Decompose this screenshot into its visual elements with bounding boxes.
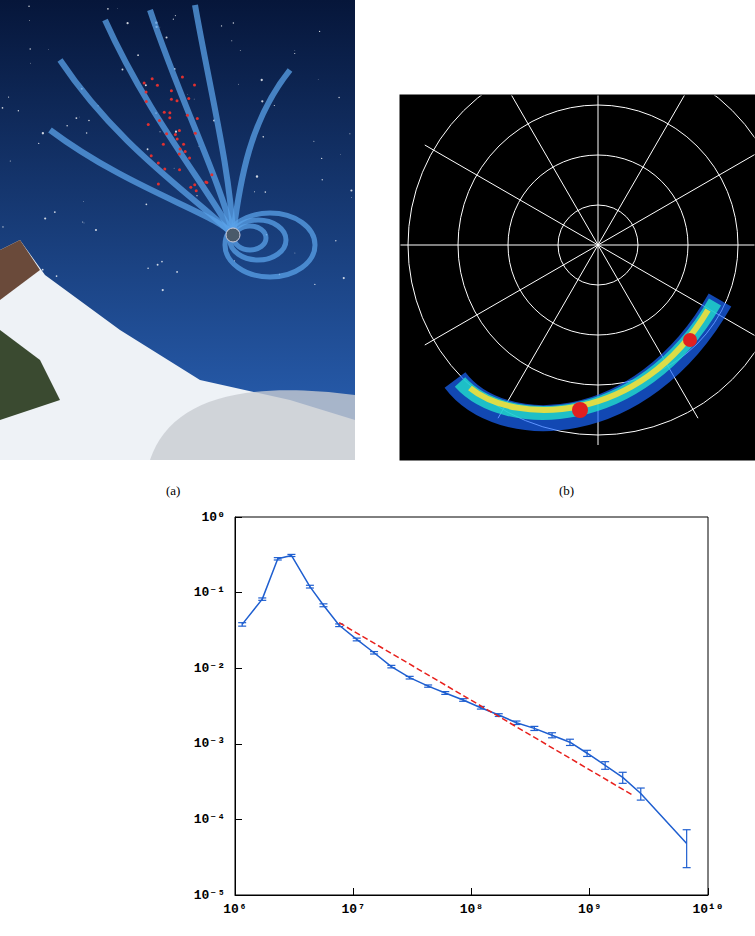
svg-text:10⁸: 10⁸ bbox=[460, 902, 483, 917]
svg-text:10⁰: 10⁰ bbox=[202, 510, 225, 525]
svg-text:10¹⁰: 10¹⁰ bbox=[692, 902, 723, 917]
svg-text:10⁶: 10⁶ bbox=[223, 902, 246, 917]
html-text:(b): (b) bbox=[559, 483, 575, 498]
html-text:(a): (a) bbox=[166, 483, 181, 498]
svg-text:10⁻⁴: 10⁻⁴ bbox=[194, 812, 225, 827]
svg-text:10⁻⁵: 10⁻⁵ bbox=[194, 888, 225, 903]
svg-text:10⁻³: 10⁻³ bbox=[194, 736, 225, 751]
svg-text:10⁻¹: 10⁻¹ bbox=[194, 585, 225, 600]
svg-text:10⁹: 10⁹ bbox=[578, 902, 601, 917]
svg-text:10⁻²: 10⁻² bbox=[194, 661, 225, 676]
svg-text:10⁷: 10⁷ bbox=[342, 902, 365, 917]
